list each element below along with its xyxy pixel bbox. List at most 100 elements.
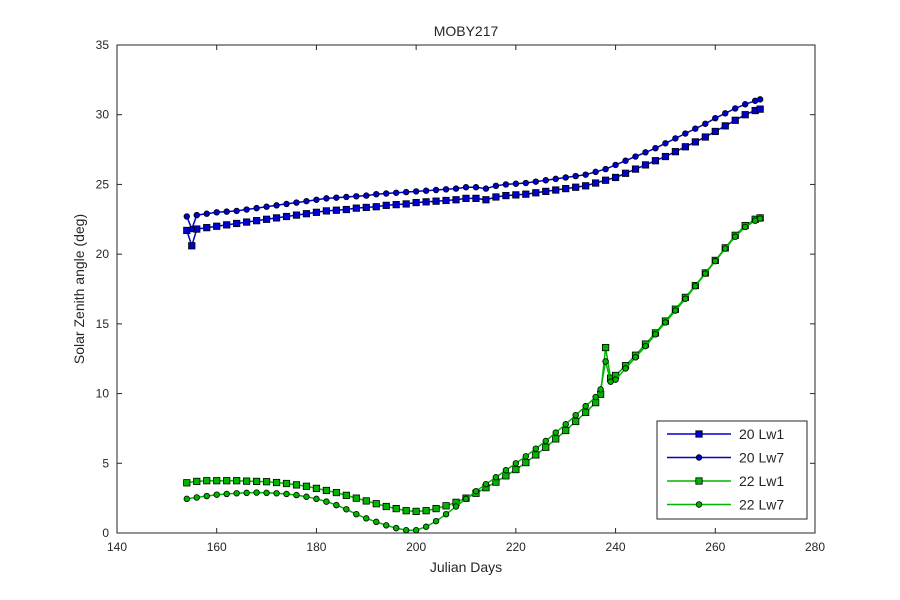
data-point-22-lw7 <box>702 270 709 277</box>
data-point-20-lw1 <box>292 211 301 219</box>
data-point-20-lw7 <box>702 120 709 127</box>
data-point-20-lw7 <box>672 135 679 142</box>
data-point-22-lw1 <box>312 484 321 492</box>
data-point-22-lw7 <box>203 492 210 500</box>
data-point-22-lw1 <box>532 451 540 459</box>
data-point-20-lw7 <box>303 197 310 205</box>
data-point-20-lw7 <box>562 174 569 181</box>
data-point-20-lw7 <box>642 149 649 156</box>
data-point-22-lw1 <box>392 504 400 513</box>
data-point-20-lw1 <box>412 198 420 207</box>
data-point-20-lw7 <box>323 195 330 202</box>
data-point-22-lw1 <box>382 502 390 511</box>
data-point-20-lw7 <box>293 199 300 206</box>
x-tick-label: 260 <box>705 540 725 554</box>
data-point-22-lw1 <box>362 497 370 505</box>
data-point-20-lw1 <box>223 221 231 229</box>
data-point-20-lw1 <box>602 176 610 184</box>
data-point-20-lw1 <box>402 200 410 208</box>
data-point-20-lw1 <box>512 191 520 199</box>
data-point-20-lw1 <box>721 122 729 130</box>
data-point-22-lw7 <box>652 331 659 338</box>
data-point-22-lw7 <box>692 283 699 290</box>
data-point-20-lw1 <box>392 201 400 209</box>
data-point-22-lw7 <box>293 491 300 499</box>
data-point-22-lw7 <box>383 522 390 529</box>
data-point-22-lw7 <box>562 421 569 428</box>
data-point-20-lw7 <box>283 200 290 208</box>
data-point-20-lw7 <box>662 140 669 147</box>
data-point-20-lw7 <box>273 202 280 209</box>
data-point-20-lw7 <box>682 130 689 137</box>
data-point-22-lw7 <box>233 490 240 497</box>
data-point-20-lw1 <box>502 191 510 200</box>
data-point-22-lw7 <box>572 411 579 419</box>
data-point-22-lw7 <box>303 493 310 500</box>
data-point-20-lw1 <box>542 187 550 195</box>
data-point-20-lw1 <box>422 198 430 206</box>
data-point-22-lw7 <box>422 523 430 530</box>
data-point-20-lw1 <box>233 219 241 228</box>
data-point-22-lw7 <box>632 354 639 361</box>
data-point-20-lw7 <box>632 153 639 160</box>
data-point-20-lw7 <box>223 208 230 215</box>
data-point-22-lw7 <box>532 445 539 452</box>
data-point-20-lw7 <box>502 181 510 188</box>
y-tick-label: 5 <box>102 456 109 470</box>
y-axis-label: Solar Zenith angle (deg) <box>71 214 87 364</box>
data-point-20-lw7 <box>402 188 410 196</box>
data-point-20-lw1 <box>681 143 689 151</box>
data-point-22-lw7 <box>263 489 270 497</box>
data-point-20-lw1 <box>611 173 620 182</box>
chart-title: MOBY217 <box>434 23 499 39</box>
data-point-20-lw7 <box>373 190 380 198</box>
y-tick-label: 15 <box>96 317 110 331</box>
data-point-20-lw1 <box>262 215 271 223</box>
data-point-20-lw1 <box>731 116 739 124</box>
data-point-22-lw7 <box>452 503 460 510</box>
x-tick-label: 200 <box>406 540 426 554</box>
y-tick-label: 20 <box>96 247 110 261</box>
data-point-20-lw1 <box>252 217 261 225</box>
y-tick-label: 35 <box>96 38 110 52</box>
legend-label: 22 Lw1 <box>739 473 784 489</box>
legend-label: 22 Lw7 <box>739 497 784 513</box>
data-point-22-lw7 <box>602 358 609 365</box>
x-tick-label: 140 <box>107 540 127 554</box>
data-point-20-lw1 <box>661 152 670 161</box>
data-point-22-lw1 <box>592 399 600 407</box>
data-point-22-lw7 <box>662 319 669 326</box>
legend-label: 20 Lw1 <box>739 426 784 442</box>
data-point-20-lw1 <box>592 179 600 187</box>
data-point-20-lw7 <box>512 180 520 187</box>
data-point-22-lw7 <box>542 437 549 445</box>
data-point-22-lw1 <box>432 504 440 513</box>
data-point-20-lw1 <box>631 165 640 173</box>
data-point-20-lw7 <box>552 175 559 183</box>
data-point-20-lw1 <box>552 186 560 194</box>
data-point-22-lw1 <box>372 500 380 508</box>
data-point-20-lw1 <box>382 201 390 209</box>
legend-marker <box>695 454 703 461</box>
data-point-20-lw7 <box>462 184 470 191</box>
y-tick-label: 25 <box>96 177 110 191</box>
data-point-20-lw7 <box>233 207 240 215</box>
data-point-20-lw7 <box>333 194 340 201</box>
data-point-22-lw7 <box>722 245 729 252</box>
data-point-20-lw1 <box>756 105 764 113</box>
y-tick-label: 0 <box>102 526 109 540</box>
series-layer <box>183 96 764 534</box>
data-point-22-lw7 <box>597 386 604 393</box>
data-point-20-lw1 <box>352 204 360 212</box>
data-point-20-lw7 <box>582 171 589 178</box>
data-point-20-lw7 <box>203 210 210 217</box>
data-point-22-lw1 <box>342 491 350 499</box>
data-point-20-lw7 <box>602 165 609 173</box>
data-point-22-lw7 <box>323 498 330 505</box>
data-point-22-lw7 <box>313 495 320 503</box>
data-point-20-lw1 <box>741 111 749 119</box>
data-point-20-lw7 <box>393 189 400 196</box>
data-point-20-lw7 <box>243 206 250 213</box>
data-point-20-lw7 <box>188 225 195 233</box>
data-point-22-lw1 <box>332 488 340 497</box>
